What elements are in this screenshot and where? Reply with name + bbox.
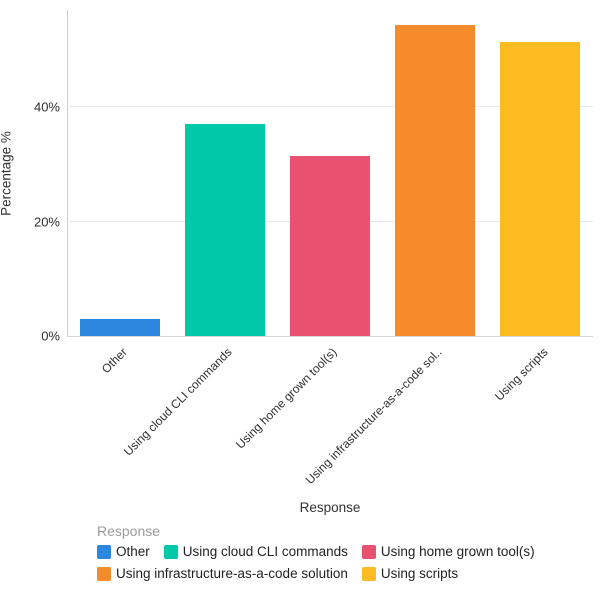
legend-item-label: Using scripts	[380, 566, 459, 581]
plot-area	[67, 10, 593, 336]
x-tick-labels: Other Using cloud CLI commands Using home …	[67, 336, 593, 487]
legend-title: Response	[97, 523, 161, 539]
gridline-40	[67, 106, 593, 108]
legend-item-label: Using home grown tool(s)	[380, 544, 535, 559]
y-tick-labels: 0% 20% 40%	[0, 10, 60, 344]
bar-slot	[383, 10, 488, 336]
legend-swatch	[361, 544, 376, 559]
x-axis-title: Response	[299, 500, 361, 515]
bar-using-infrastructure-as-a-code-solution[interactable]	[395, 25, 476, 336]
x-axis-line	[67, 336, 593, 337]
bar-slot	[172, 10, 277, 336]
legend-item-using-cloud-cli-commands[interactable]: Using cloud CLI commands	[163, 544, 348, 559]
y-tick-label: 40%	[33, 99, 60, 115]
legend-item-label: Other	[116, 544, 150, 559]
bar-using-home-grown-tool-s-[interactable]	[290, 156, 370, 336]
legend-swatch	[97, 566, 111, 581]
legend-swatch	[163, 544, 178, 559]
bar-using-scripts[interactable]	[500, 42, 581, 336]
x-tick-label: Using home grown tool(s)	[233, 345, 340, 452]
bar-using-cloud-cli-commands[interactable]	[184, 123, 265, 336]
bar-slot	[277, 10, 382, 336]
legend-item-label: Using cloud CLI commands	[182, 544, 348, 559]
x-tick-label: Using cloud CLI commands	[121, 345, 235, 459]
legend-swatch	[361, 566, 376, 581]
legend-item-other[interactable]: Other	[97, 544, 150, 559]
legend-items: Other Using cloud CLI commands Using home …	[97, 544, 567, 581]
y-axis-line	[67, 10, 68, 336]
legend-item-using-infrastructure-as-a-code-solution[interactable]: Using infrastructure-as-a-code solution	[97, 566, 348, 581]
legend-item-using-scripts[interactable]: Using scripts	[361, 566, 459, 581]
bar-other[interactable]	[79, 319, 160, 336]
legend-swatch	[97, 544, 111, 559]
x-tick-label: Other	[98, 345, 130, 377]
bar-slot	[67, 10, 172, 336]
bar-slot	[488, 10, 593, 336]
legend-item-label: Using infrastructure-as-a-code solution	[116, 566, 348, 581]
y-tick-label: 0%	[41, 328, 60, 344]
y-tick-label: 20%	[33, 214, 60, 230]
legend-item-using-home-grown-tool-s-[interactable]: Using home grown tool(s)	[361, 544, 535, 559]
bars	[67, 10, 593, 336]
legend: Response Other Using cloud CLI commands Us…	[97, 523, 567, 581]
x-tick-label: Using scripts	[491, 345, 551, 404]
